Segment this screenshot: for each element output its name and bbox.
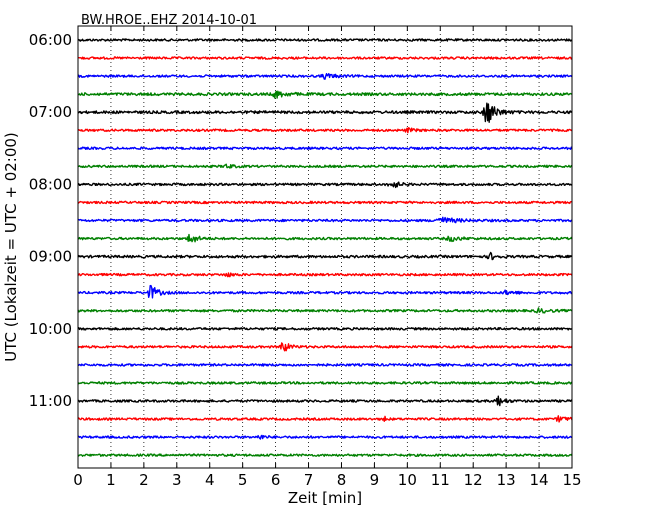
y-tick-label: 06:00 [29,31,72,49]
x-tick-label: 4 [205,471,215,489]
y-tick-label: 08:00 [29,175,72,193]
grid-lines [110,26,540,468]
trace-1045 [77,381,573,385]
x-tick-label: 6 [271,471,281,489]
x-tick-label: 15 [562,471,581,489]
trace-0715 [77,127,573,134]
trace-0845 [77,233,573,243]
trace-1100 [77,395,573,407]
trace-0930 [77,284,573,299]
trace-0645 [77,90,573,99]
x-tick-label: 3 [172,471,182,489]
trace-0800 [77,181,573,189]
trace-0945 [77,307,573,314]
trace-0630 [77,73,573,80]
x-tick-label: 0 [73,471,83,489]
trace-0745 [77,163,573,169]
trace-0600 [77,38,573,42]
trace-0830 [77,216,573,224]
trace-0815 [77,200,573,205]
x-tick-label: 13 [497,471,516,489]
trace-0900 [77,251,573,261]
x-tick-label: 12 [464,471,483,489]
trace-0730 [77,146,573,151]
x-tick-label: 7 [304,471,314,489]
x-tick-label: 11 [431,471,450,489]
x-tick-label: 9 [370,471,380,489]
y-tick-label: 11:00 [29,392,72,410]
trace-1130 [77,434,573,440]
x-axis-label: Zeit [min] [288,489,362,507]
y-tick-label: 09:00 [29,248,72,266]
axis-ticks: 0 1 2 3 4 5 6 7 8 9 10 11 12 13 14 1506:0007:0008:0009:… [29,26,582,489]
x-tick-label: 8 [337,471,347,489]
trace-1145 [77,453,573,457]
x-tick-label: 10 [398,471,417,489]
plot-frame [77,25,573,469]
trace-1000 [77,327,573,331]
chart-title: BW.HROE..EHZ 2014-10-01 [81,13,257,28]
y-tick-label: 10:00 [29,320,72,338]
trace-1015 [77,342,573,352]
trace-1115 [77,415,573,423]
trace-0615 [77,56,573,60]
x-tick-label: 14 [530,471,549,489]
x-tick-label: 1 [106,471,116,489]
trace-0915 [77,272,573,278]
y-tick-label: 07:00 [29,103,72,121]
seismogram-traces [77,38,573,457]
trace-1030 [77,363,573,367]
x-tick-label: 2 [139,471,149,489]
y-axis-label: UTC (Lokalzeit = UTC + 02:00) [2,132,20,362]
trace-0700 [77,102,573,123]
x-tick-label: 5 [238,471,248,489]
